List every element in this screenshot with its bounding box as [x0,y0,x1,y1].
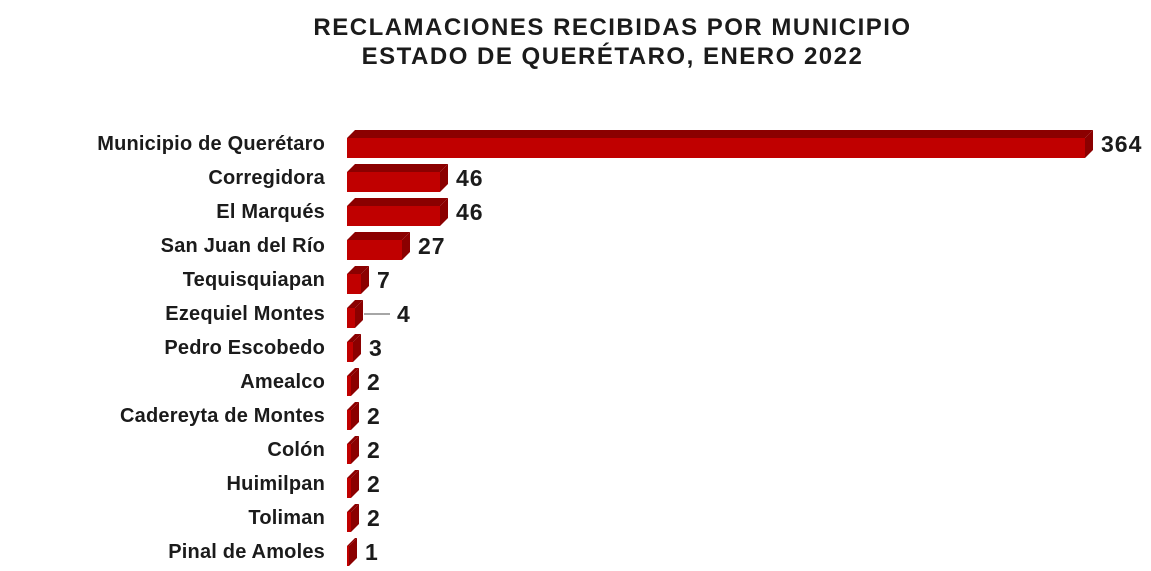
bar-area: 2 [347,504,381,532]
category-label: Ezequiel Montes [165,302,325,325]
bar [347,368,359,396]
bar-area: 46 [347,198,484,226]
category-label: Municipio de Querétaro [97,132,325,155]
chart-row: San Juan del Río 27 [0,229,1151,263]
bar-area: 2 [347,436,381,464]
category-label: Cadereyta de Montes [120,404,325,427]
bar-area: 7 [347,266,391,294]
bar [347,266,369,294]
bar-area: 2 [347,470,381,498]
value-label: 2 [367,470,381,497]
chart-row: Pinal de Amoles 1 [0,535,1151,569]
value-label: 364 [1101,130,1143,157]
bar [347,164,448,192]
value-label: 7 [377,266,391,293]
chart-row: Municipio de Querétaro 364 [0,127,1151,161]
value-label: 2 [367,402,381,429]
value-label: 27 [418,232,446,259]
category-label: Corregidora [208,166,325,189]
chart-row: Toliman 2 [0,501,1151,535]
chart-row: Corregidora 46 [0,161,1151,195]
value-label: 46 [456,198,484,225]
chart-row: Huimilpan 2 [0,467,1151,501]
category-label: Toliman [248,506,325,529]
category-label: Huimilpan [226,472,325,495]
bar [347,130,1093,158]
chart-row: Amealco 2 [0,365,1151,399]
value-label: 3 [369,334,383,361]
value-label: 46 [456,164,484,191]
bar [347,334,361,362]
chart-row: Ezequiel Montes 4 [0,297,1151,331]
category-label: Colón [267,438,325,461]
bar-area: 3 [347,334,383,362]
category-label: Tequisquiapan [182,268,325,291]
bar-area: 4 [347,300,411,328]
bar [347,470,359,498]
chart-row: Tequisquiapan 7 [0,263,1151,297]
bar [347,504,359,532]
bar-area: 46 [347,164,484,192]
chart-title-line1: RECLAMACIONES RECIBIDAS POR MUNICIPIO [313,14,912,41]
bar-area: 364 [347,130,1142,158]
category-label: Pedro Escobedo [164,336,325,359]
chart-rows: Municipio de Querétaro 364 Corregidora 46 El… [0,127,1151,569]
value-label: 1 [365,538,379,565]
bar [347,232,410,260]
value-label: 2 [367,368,381,395]
chart-title-line2: ESTADO DE QUERÉTARO, ENERO 2022 [361,43,864,70]
category-label: San Juan del Río [160,234,325,257]
bar-area: 2 [347,368,381,396]
chart-title: RECLAMACIONES RECIBIDAS POR MUNICIPIO ES… [74,13,1151,71]
bar-area: 27 [347,232,446,260]
chart-row: Colón 2 [0,433,1151,467]
chart-row: Pedro Escobedo 3 [0,331,1151,365]
bar [347,300,363,328]
category-label: El Marqués [216,200,325,223]
leader-line [364,313,390,315]
bar [347,538,357,566]
category-label: Pinal de Amoles [168,540,325,563]
bar [347,436,359,464]
bar-area: 2 [347,402,381,430]
category-label: Amealco [240,370,325,393]
chart-row: El Marqués 46 [0,195,1151,229]
value-label: 2 [367,436,381,463]
bar [347,198,448,226]
bar-area: 1 [347,538,379,566]
bar [347,402,359,430]
value-label: 2 [367,504,381,531]
chart-row: Cadereyta de Montes 2 [0,399,1151,433]
value-label: 4 [397,300,411,327]
